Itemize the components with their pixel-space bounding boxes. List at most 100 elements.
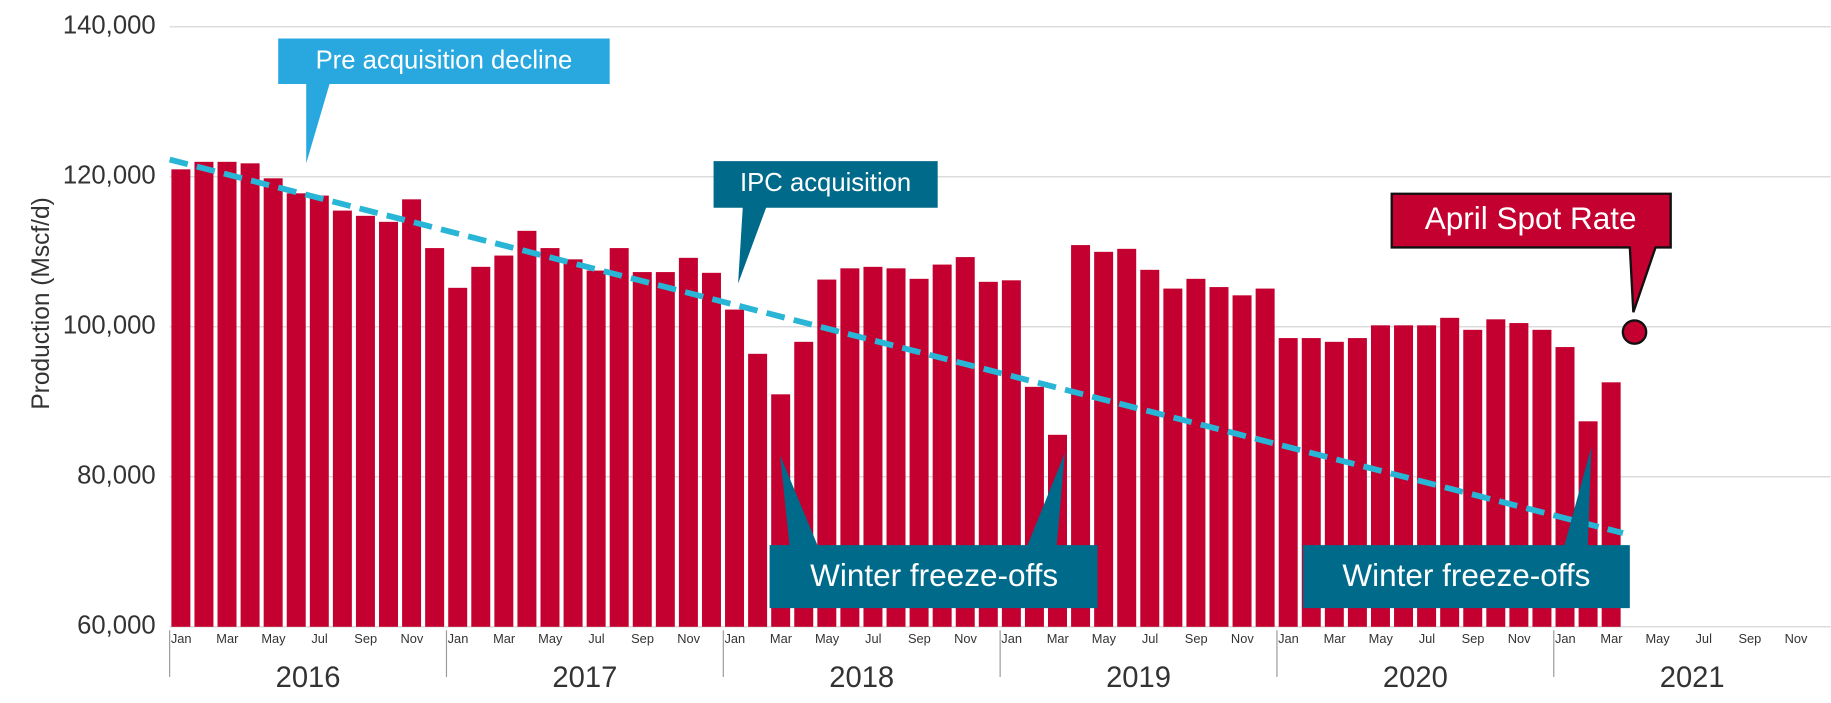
bar <box>471 266 491 627</box>
bar <box>863 266 883 627</box>
bar <box>1094 251 1114 627</box>
bar <box>1209 287 1229 627</box>
x-tick-label: Nov <box>400 631 423 646</box>
year-label: 2020 <box>1383 662 1448 694</box>
bar <box>817 279 837 627</box>
x-tick-label: May <box>1645 631 1670 646</box>
bar <box>240 163 260 627</box>
bar <box>655 272 675 627</box>
bar <box>632 272 652 627</box>
x-tick-label: Jul <box>1142 631 1158 646</box>
annotation: IPC acquisition <box>740 169 911 197</box>
x-tick-label: Nov <box>954 631 977 646</box>
x-tick-label: Mar <box>1047 631 1070 646</box>
trend-line <box>168 156 1624 536</box>
callout-box <box>769 452 1098 609</box>
y-tick-label: 80,000 <box>77 462 155 490</box>
bar <box>678 257 698 627</box>
callout-box <box>278 38 610 164</box>
bar <box>425 248 445 627</box>
x-tick-label: Sep <box>1738 631 1761 646</box>
year-label: 2019 <box>1106 662 1171 694</box>
x-tick-label: Jan <box>448 631 469 646</box>
x-tick-label: Sep <box>1462 631 1485 646</box>
y-tick-label: 120,000 <box>63 162 156 190</box>
x-tick-label: Jan <box>724 631 745 646</box>
bar <box>1071 245 1091 627</box>
bar <box>1232 295 1252 627</box>
bar <box>909 278 929 627</box>
x-tick-label: May <box>538 631 563 646</box>
x-tick-label: Sep <box>354 631 377 646</box>
x-tick-label: Jan <box>1555 631 1576 646</box>
x-tick-label: Sep <box>1185 631 1208 646</box>
x-tick-label: Jul <box>865 631 881 646</box>
bar <box>978 281 998 627</box>
x-tick-label: Jul <box>1419 631 1435 646</box>
annotation: Pre acquisition decline <box>316 47 573 75</box>
callout-box <box>713 161 938 284</box>
x-tick-label: Nov <box>677 631 700 646</box>
x-tick-label: Jan <box>171 631 192 646</box>
y-axis-label: Production (Mscf/d) <box>28 197 55 409</box>
bar <box>701 272 721 627</box>
x-tick-label: Jul <box>311 631 327 646</box>
y-tick-label: 100,000 <box>63 312 156 340</box>
year-label: 2017 <box>552 662 617 694</box>
x-tick-label: May <box>261 631 286 646</box>
x-tick-label: Mar <box>1600 631 1623 646</box>
bar <box>1163 288 1183 627</box>
bar <box>563 259 583 627</box>
bar <box>217 161 237 627</box>
x-tick-label: May <box>1092 631 1117 646</box>
bar <box>194 161 214 627</box>
callout-box <box>1303 447 1630 609</box>
x-tick-label: Nov <box>1508 631 1531 646</box>
x-tick-label: Mar <box>770 631 793 646</box>
bar <box>609 248 629 627</box>
bar <box>448 287 468 627</box>
bar <box>1117 248 1137 627</box>
annotation: Winter freeze-offs <box>1342 557 1590 593</box>
bar <box>1255 288 1275 627</box>
bar <box>1278 338 1298 627</box>
bar <box>840 268 860 627</box>
bar <box>886 268 906 627</box>
year-label: 2016 <box>276 662 341 694</box>
x-tick-label: Sep <box>631 631 654 646</box>
bar <box>1140 269 1160 627</box>
bar <box>332 210 352 627</box>
year-label: 2018 <box>829 662 894 694</box>
y-tick-label: 60,000 <box>77 612 155 640</box>
bar <box>402 199 422 627</box>
bar <box>379 221 398 627</box>
x-tick-label: Mar <box>216 631 239 646</box>
x-tick-label: Nov <box>1785 631 1808 646</box>
x-tick-label: Mar <box>493 631 516 646</box>
bar <box>171 169 191 627</box>
bar <box>748 353 768 627</box>
bar <box>355 215 375 627</box>
callout-box <box>1390 192 1672 313</box>
x-tick-label: Jul <box>588 631 604 646</box>
bar <box>540 248 560 627</box>
bar <box>725 309 745 627</box>
bar <box>309 195 329 627</box>
x-tick-label: Jan <box>1278 631 1299 646</box>
x-tick-label: Nov <box>1231 631 1254 646</box>
x-tick-label: May <box>1369 631 1394 646</box>
spot-point <box>1621 319 1648 345</box>
bar <box>586 270 606 627</box>
bar <box>263 178 283 627</box>
x-tick-label: May <box>815 631 840 646</box>
bar <box>286 193 306 627</box>
bar <box>494 255 514 627</box>
annotations: Pre acquisition decline IPC acquisition … <box>278 38 1630 609</box>
annotation: Winter freeze-offs <box>810 557 1058 593</box>
x-tick-label: Jan <box>1001 631 1022 646</box>
x-tick-label: Jul <box>1696 631 1712 646</box>
bar <box>1001 280 1021 627</box>
bar <box>955 257 975 627</box>
y-tick-label: 140,000 <box>63 12 156 40</box>
